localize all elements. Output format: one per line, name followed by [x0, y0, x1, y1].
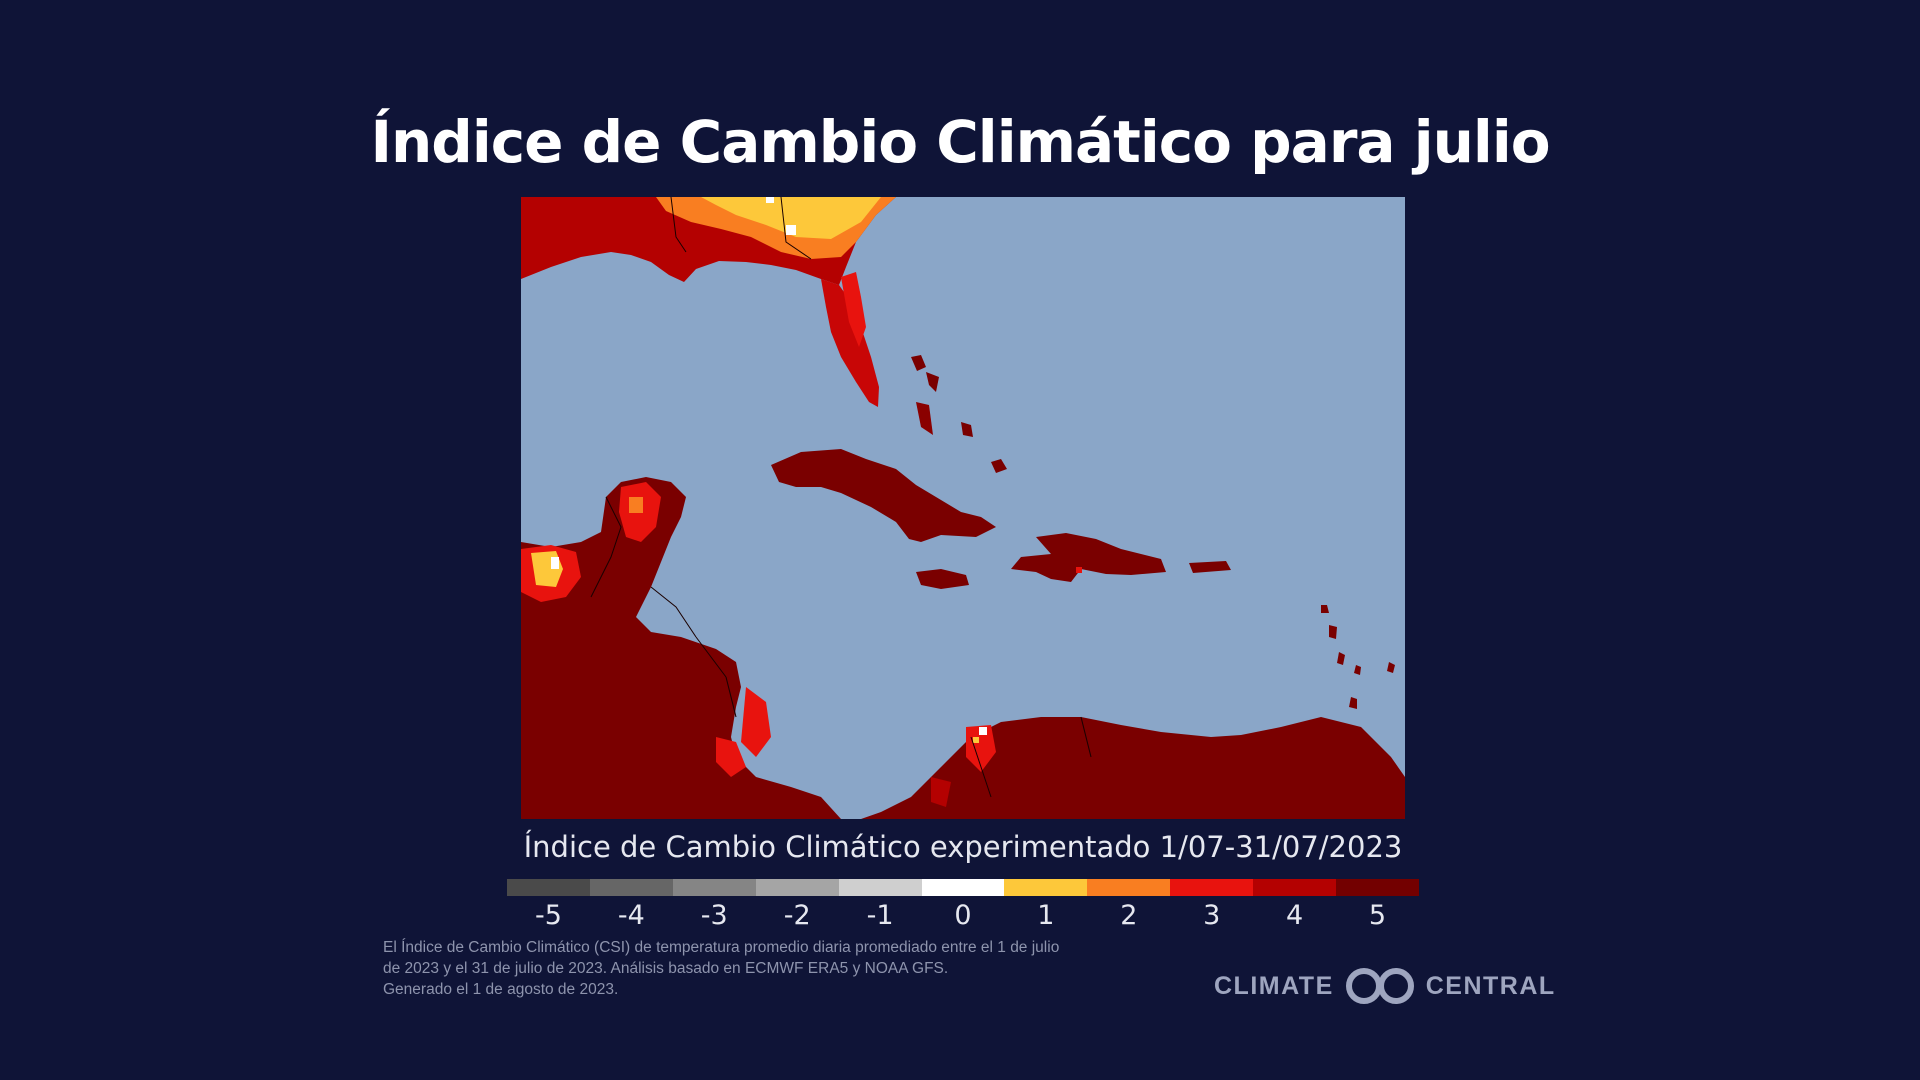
footnote-line: El Índice de Cambio Climático (CSI) de t…	[383, 939, 1060, 956]
heat-us-core	[701, 197, 881, 239]
legend-swatch-minus-3	[672, 879, 756, 896]
legend-label: 3	[1203, 900, 1221, 931]
island-bahamas-4	[961, 422, 973, 437]
island-bahamas-2	[926, 372, 939, 392]
legend-label: -3	[700, 900, 728, 931]
island-jamaica	[916, 569, 969, 589]
heat-venezuela-white	[979, 727, 987, 735]
heat-florida	[841, 272, 866, 347]
island-bahamas-1	[911, 355, 926, 371]
borders	[590, 197, 1092, 798]
heat-central-east	[741, 687, 771, 757]
legend-label: 2	[1120, 900, 1138, 931]
legend-swatch-minus-2	[755, 879, 839, 896]
legend-label: 1	[1037, 900, 1055, 931]
page-title: Índice de Cambio Climático para julio	[370, 108, 1550, 176]
legend-label: 5	[1368, 900, 1387, 931]
heat-mexico-white	[551, 557, 559, 569]
heat-hispaniola	[1076, 567, 1082, 573]
region-florida	[821, 279, 879, 407]
legend-label: -5	[534, 900, 562, 931]
island-antilles-6	[1387, 662, 1395, 673]
footnote-line: Generado el 1 de agosto de 2023.	[383, 981, 619, 998]
heat-venezuela-yellow	[973, 737, 979, 743]
island-antilles-4	[1354, 665, 1361, 675]
island-antilles-5	[1349, 697, 1357, 709]
heat-venezuela	[966, 725, 996, 772]
legend-label: -1	[866, 900, 894, 931]
island-antilles-2	[1329, 625, 1337, 639]
legend-swatch-4	[1253, 879, 1337, 896]
legend-label: -2	[783, 900, 811, 931]
island-antilles-3	[1337, 652, 1345, 665]
heat-us-white-2	[766, 197, 774, 203]
logo-text-climate: CLIMATE	[1214, 971, 1334, 1000]
climate-shift-map	[521, 197, 1405, 819]
footnote-line: de 2023 y el 31 de julio de 2023. Anális…	[383, 960, 949, 977]
legend-swatch-3	[1170, 879, 1254, 896]
legend-label: -4	[617, 900, 645, 931]
island-puerto-rico	[1189, 561, 1231, 573]
legend-labels: -5 -4 -3 -2 -1 0 1 2 3 4 5	[507, 900, 1419, 934]
heat-us-white-1	[786, 225, 796, 235]
island-cuba	[771, 449, 996, 542]
legend-swatch-minus-4	[589, 879, 673, 896]
legend-label: 0	[954, 900, 972, 931]
legend-swatch-minus-1	[838, 879, 922, 896]
legend-swatch-2	[1087, 879, 1171, 896]
island-bahamas-5	[991, 459, 1007, 473]
legend-swatch-minus-5	[507, 879, 590, 896]
island-hispaniola	[1011, 533, 1166, 582]
climate-central-logo: CLIMATE CENTRAL	[1214, 966, 1556, 1006]
region-central-america	[521, 477, 841, 819]
legend-label: 4	[1286, 900, 1304, 931]
heat-costa-rica	[716, 737, 746, 777]
legend-colorbar	[507, 879, 1419, 896]
legend-swatch-0	[921, 879, 1005, 896]
map-subtitle: Índice de Cambio Climático experimentado…	[523, 830, 1403, 864]
footnote: El Índice de Cambio Climático (CSI) de t…	[383, 937, 1163, 1000]
island-antilles-1	[1321, 605, 1329, 613]
region-south-america	[861, 717, 1405, 819]
island-bahamas-3	[916, 402, 933, 435]
logo-text-central: CENTRAL	[1425, 971, 1556, 1000]
heat-colombia	[931, 777, 951, 807]
climate-central-logo-icon	[1345, 968, 1414, 1004]
map-svg	[521, 197, 1405, 819]
heat-yucatan-2	[629, 497, 643, 513]
legend-swatch-5	[1336, 879, 1419, 896]
legend-swatch-1	[1004, 879, 1088, 896]
